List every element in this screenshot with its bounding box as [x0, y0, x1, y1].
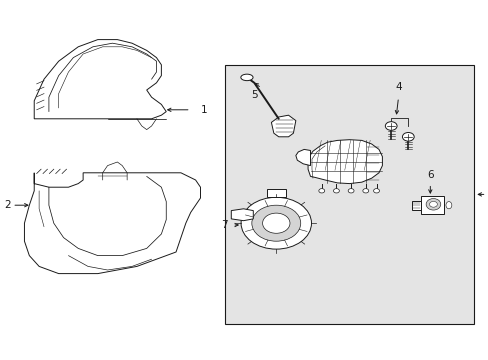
Circle shape [262, 213, 289, 233]
Circle shape [362, 189, 368, 193]
Polygon shape [231, 209, 253, 221]
Bar [224, 65, 473, 324]
Polygon shape [295, 149, 310, 166]
Ellipse shape [425, 198, 440, 210]
Ellipse shape [240, 74, 253, 81]
Polygon shape [420, 196, 443, 214]
Polygon shape [411, 201, 420, 210]
Ellipse shape [445, 202, 451, 209]
Circle shape [241, 197, 311, 249]
Polygon shape [307, 140, 382, 184]
Polygon shape [271, 115, 295, 137]
Polygon shape [24, 173, 200, 274]
Circle shape [347, 189, 353, 193]
Circle shape [373, 189, 379, 193]
Circle shape [385, 122, 396, 130]
Circle shape [402, 132, 413, 141]
Circle shape [333, 189, 339, 193]
Text: 4: 4 [394, 82, 401, 92]
Text: 7: 7 [220, 220, 227, 230]
Text: 1: 1 [200, 105, 207, 115]
Text: 5: 5 [251, 90, 258, 100]
Polygon shape [266, 189, 285, 197]
Text: 6: 6 [426, 170, 433, 180]
Polygon shape [34, 40, 166, 119]
Ellipse shape [428, 201, 436, 207]
Circle shape [318, 189, 324, 193]
Text: 2: 2 [4, 200, 11, 210]
Circle shape [251, 205, 300, 241]
